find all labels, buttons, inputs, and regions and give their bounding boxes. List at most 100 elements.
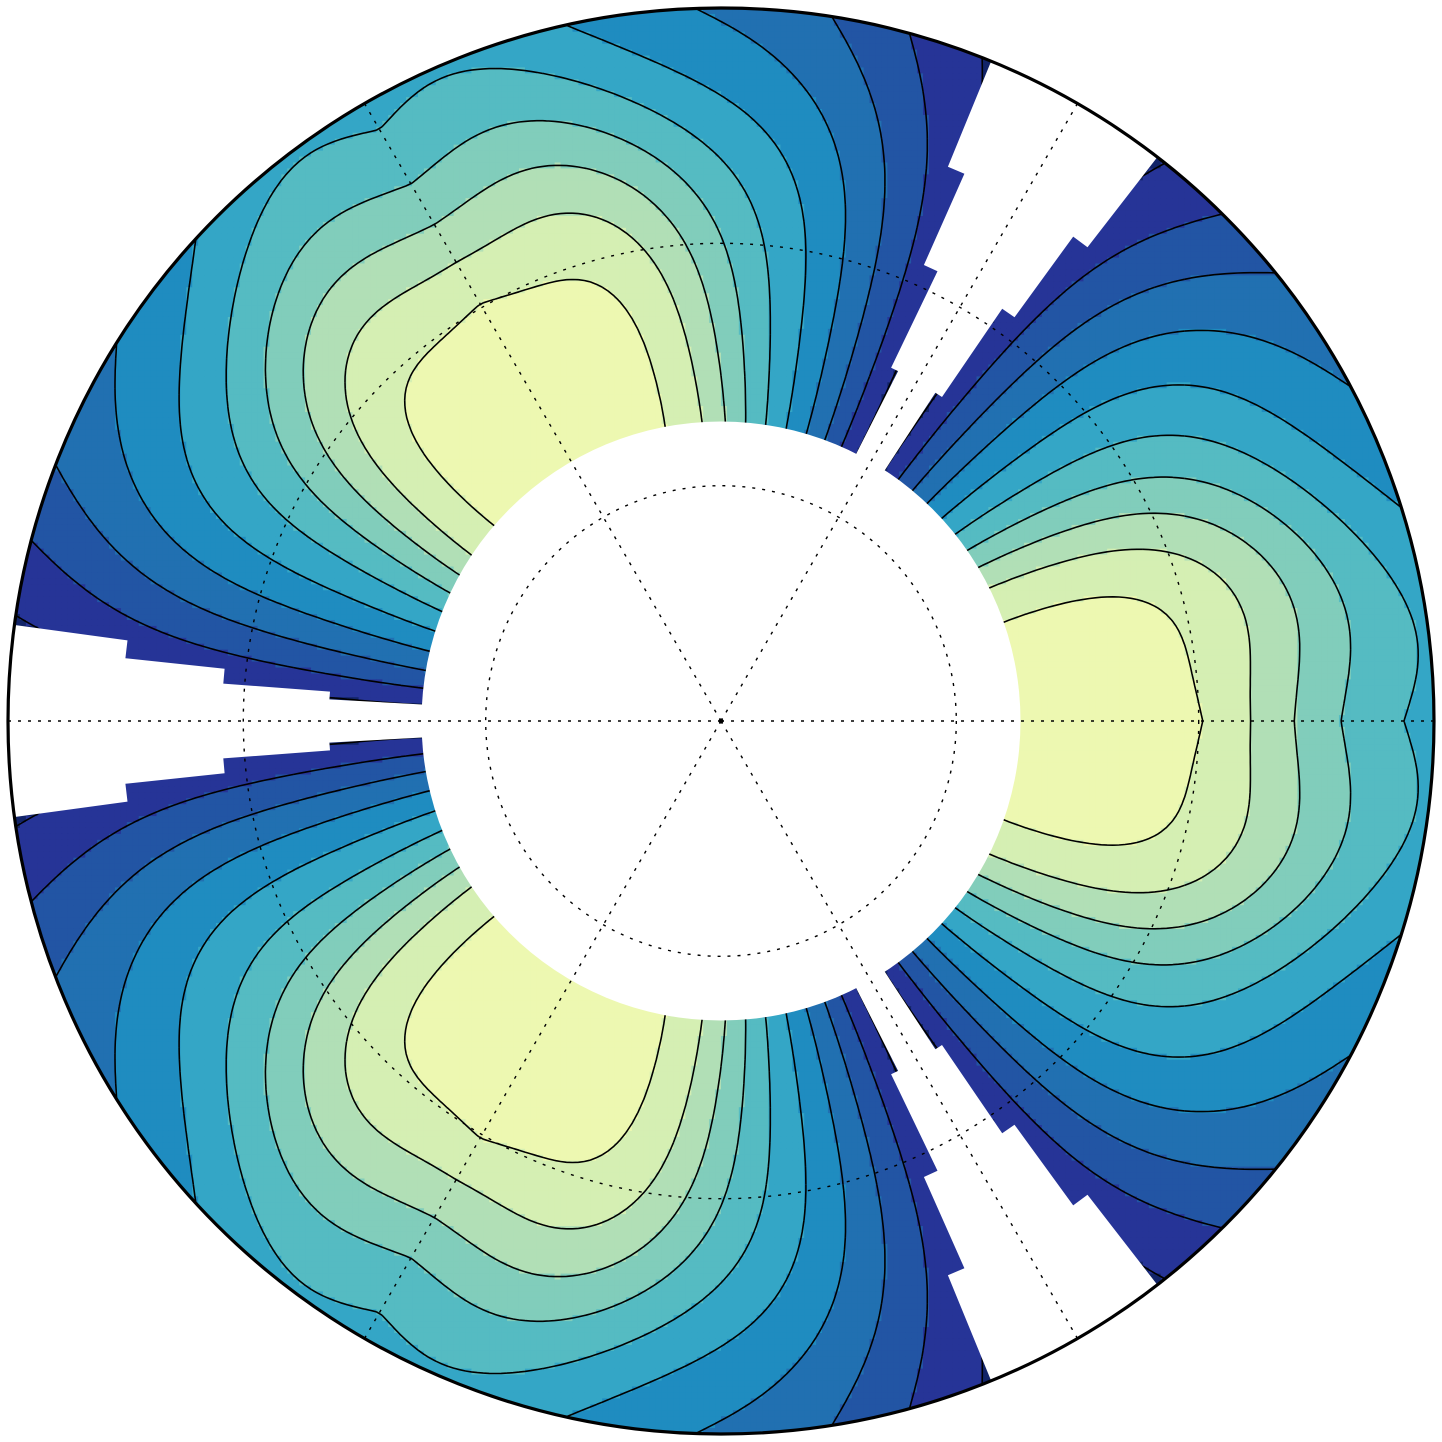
contour-cell [1220,67,1227,74]
contour-cell [121,85,128,92]
contour-cell [739,121,746,128]
contour-cell [1190,85,1197,92]
contour-cell [733,115,740,122]
contour-cell [252,14,259,21]
contour-cell [1327,79,1334,86]
contour-cell [489,20,496,27]
contour-cell [216,127,223,134]
contour-cell [561,97,568,104]
contour-cell [258,103,265,110]
contour-cell [246,14,253,21]
contour-cell [816,73,823,80]
contour-cell [614,115,621,122]
contour-cell [1303,115,1310,122]
contour-cell [1428,103,1435,110]
contour-cell [852,79,859,86]
contour-cell [32,79,39,86]
contour-cell [127,38,134,45]
contour-cell [1184,20,1191,27]
contour-cell [1238,38,1245,45]
contour-cell [1309,56,1316,63]
contour-cell [1280,109,1287,116]
contour-cell [44,50,51,57]
contour-cell [846,61,853,68]
contour-cell [816,26,823,33]
contour-cell [703,38,710,45]
contour-cell [73,103,80,110]
contour-cell [923,67,930,74]
contour-cell [905,61,912,68]
contour-cell [1202,50,1209,57]
contour-cell [67,61,74,68]
contour-cell [79,103,86,110]
contour-cell [792,61,799,68]
contour-cell [1226,50,1233,57]
contour-cell [1143,14,1150,21]
contour-cell [971,38,978,45]
contour-cell [1315,79,1322,86]
contour-cell [935,50,942,57]
contour-cell [1066,38,1073,45]
contour-cell [1280,32,1287,39]
contour-cell [329,61,336,68]
contour-cell [697,32,704,39]
contour-cell [1321,79,1328,86]
contour-cell [127,61,134,68]
contour-cell [258,61,265,68]
contour-cell [1012,8,1019,15]
contour-cell [26,56,33,63]
contour-cell [513,109,520,116]
contour-cell [477,85,484,92]
contour-cell [929,97,936,104]
contour-cell [1184,26,1191,33]
contour-cell [1398,44,1405,51]
contour-cell [1083,32,1090,39]
contour-cell [668,38,675,45]
contour-cell [1143,79,1150,86]
contour-cell [483,32,490,39]
contour-cell [299,91,306,98]
contour-cell [198,79,205,86]
contour-cell [1333,61,1340,68]
contour-cell [572,73,579,80]
contour-cell [584,44,591,51]
contour-cell [614,56,621,63]
contour-cell [1416,44,1423,51]
contour-cell [240,61,247,68]
contour-cell [804,61,811,68]
contour-cell [1250,20,1257,27]
contour-cell [198,14,205,21]
contour-cell [1250,67,1257,74]
contour-cell [186,115,193,122]
contour-cell [32,44,39,51]
contour-cell [489,91,496,98]
contour-cell [210,20,217,27]
contour-cell [1303,56,1310,63]
contour-cell [1095,44,1102,51]
contour-cell [305,67,312,74]
contour-cell [210,14,217,21]
contour-cell [567,127,574,134]
contour-cell [745,56,752,63]
contour-cell [394,73,401,80]
contour-cell [590,44,597,51]
contour-cell [840,121,847,128]
contour-cell [85,109,92,116]
contour-cell [887,32,894,39]
contour-cell [61,85,68,92]
contour-cell [1214,61,1221,68]
contour-cell [769,79,776,86]
contour-cell [543,56,550,63]
contour-cell [1208,121,1215,128]
contour-cell [471,61,478,68]
contour-cell [1125,20,1132,27]
contour-cell [537,14,544,21]
contour-cell [1030,14,1037,21]
contour-cell [1392,109,1399,116]
contour-cell [1190,61,1197,68]
contour-cell [305,97,312,104]
contour-cell [32,20,39,27]
contour-cell [388,127,395,134]
contour-cell [1404,56,1411,63]
contour-cell [780,26,787,33]
